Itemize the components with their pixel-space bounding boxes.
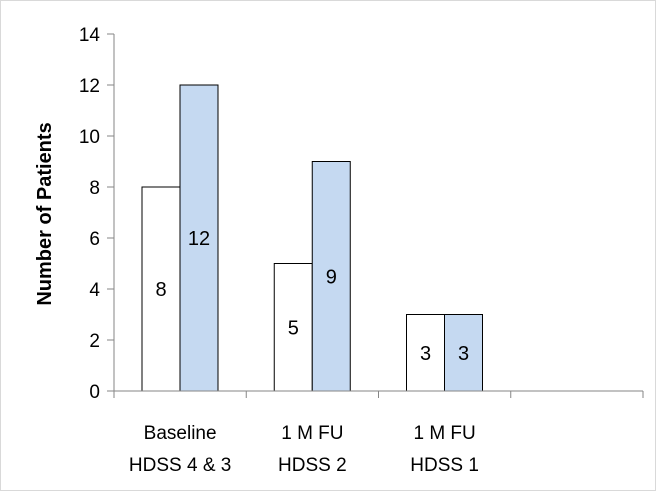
y-tick-label: 10 [79, 127, 100, 148]
data-label: 12 [188, 228, 210, 250]
data-label: 9 [326, 266, 337, 288]
x-category-label: 1 M FU [281, 423, 343, 444]
y-tick-label: 8 [89, 178, 100, 199]
y-tick-label: 14 [79, 25, 101, 46]
y-axis-ticks: 0 2 4 6 8 10 12 14 [79, 25, 114, 403]
data-labels: 8 12 5 9 3 3 [155, 228, 469, 365]
y-tick-label: 0 [89, 382, 100, 403]
bar [141, 186, 181, 392]
category-labels: Baseline HDSS 4 & 3 1 M FU HDSS 2 1 M FU HDSS… [129, 423, 479, 476]
data-label: 3 [458, 343, 469, 365]
x-category-label: HDSS 2 [278, 455, 347, 476]
bar [311, 161, 351, 392]
axes [113, 34, 644, 398]
data-label: 8 [155, 279, 166, 301]
y-tick-label: 6 [89, 229, 100, 250]
bars [141, 84, 483, 392]
y-tick-label: 4 [89, 280, 100, 301]
y-axis-title: Number of Patients [34, 122, 56, 305]
bar [444, 314, 483, 392]
x-category-label: 1 M FU [413, 423, 475, 444]
y-tick-label: 12 [79, 76, 100, 97]
data-label: 3 [420, 343, 431, 365]
x-category-label: Baseline [144, 423, 217, 444]
x-category-label: HDSS 4 & 3 [129, 455, 231, 476]
y-tick-label: 2 [89, 331, 100, 352]
x-category-label: HDSS 1 [410, 455, 479, 476]
data-label: 5 [288, 317, 299, 339]
bar [179, 84, 219, 392]
